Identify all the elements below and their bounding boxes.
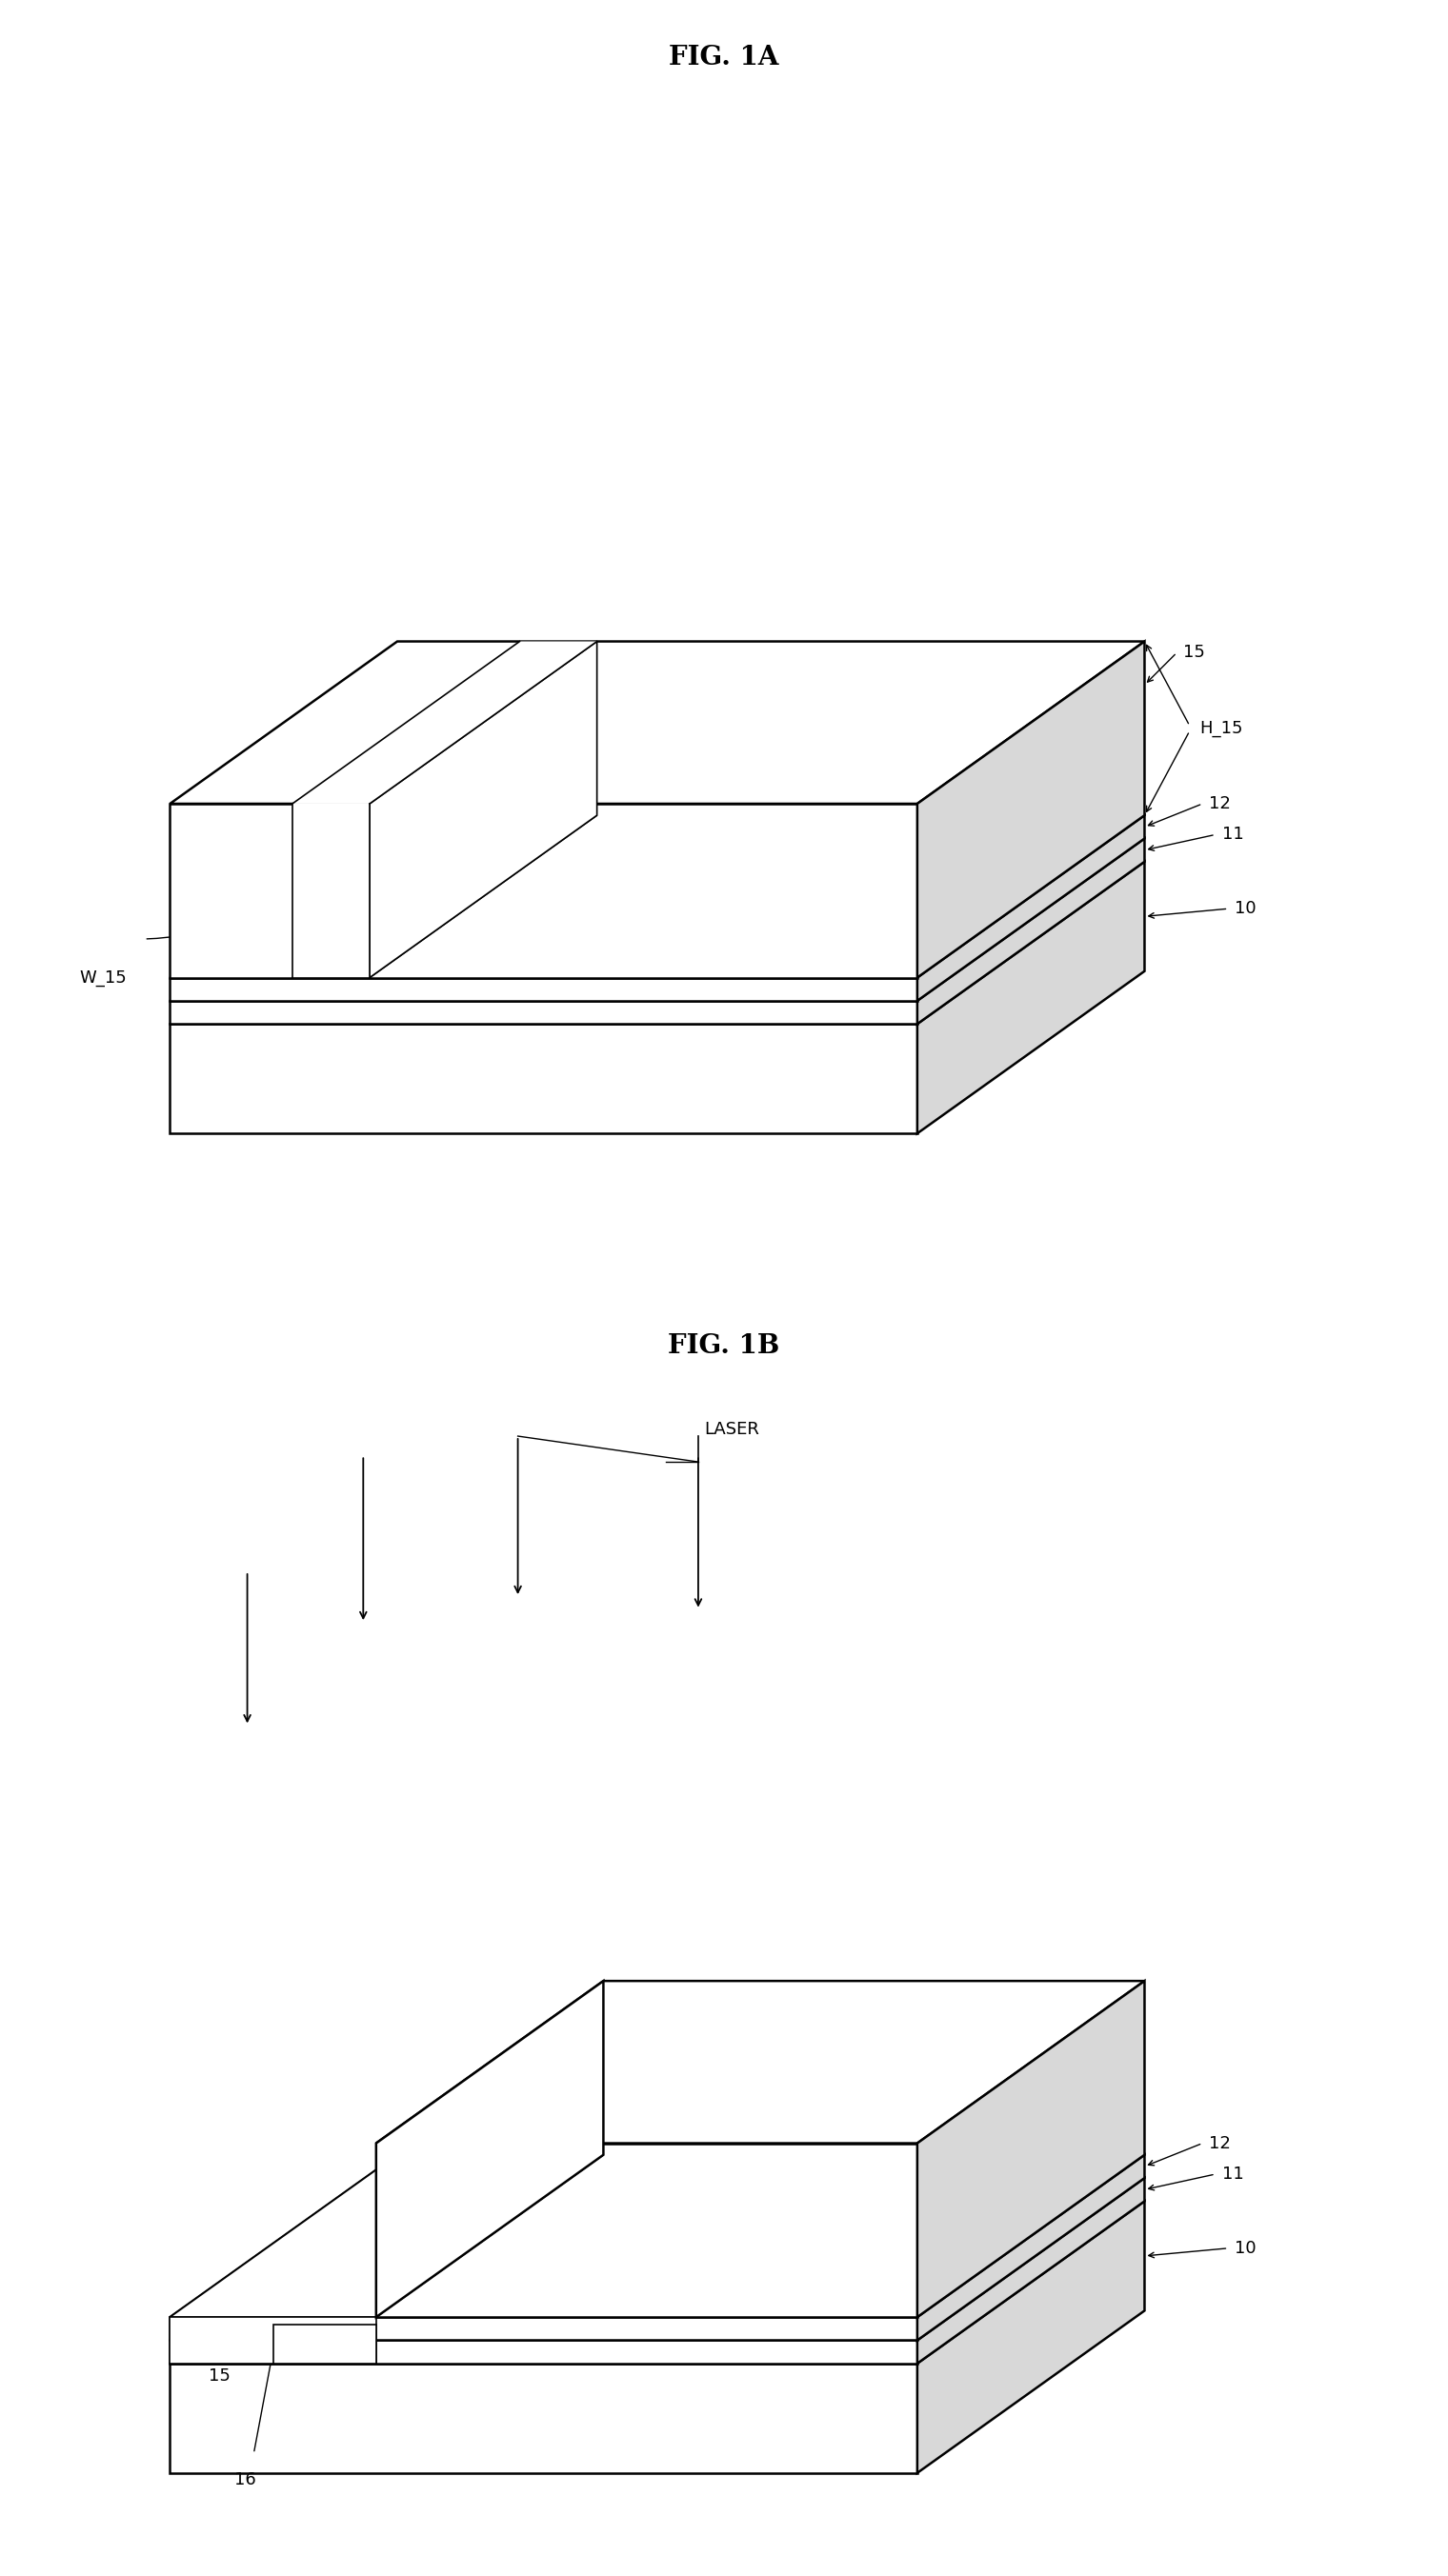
Polygon shape <box>376 1981 1144 2143</box>
Polygon shape <box>292 804 369 976</box>
Polygon shape <box>169 840 1144 999</box>
Polygon shape <box>917 2200 1144 2473</box>
Polygon shape <box>169 641 1144 804</box>
Polygon shape <box>169 1023 917 1133</box>
Polygon shape <box>917 814 1144 999</box>
Text: H_15: H_15 <box>1200 719 1244 737</box>
Polygon shape <box>376 2143 917 2318</box>
Polygon shape <box>169 2154 604 2318</box>
Polygon shape <box>169 804 917 976</box>
Text: 12: 12 <box>1209 796 1231 811</box>
Polygon shape <box>169 999 917 1023</box>
Polygon shape <box>169 976 917 999</box>
Polygon shape <box>169 2318 376 2365</box>
Polygon shape <box>376 1981 604 2318</box>
Polygon shape <box>169 2200 1144 2365</box>
Polygon shape <box>292 641 597 804</box>
Polygon shape <box>369 641 597 976</box>
Polygon shape <box>274 2324 376 2365</box>
Polygon shape <box>917 840 1144 1023</box>
Polygon shape <box>169 2339 917 2365</box>
Polygon shape <box>917 2154 1144 2339</box>
Polygon shape <box>169 814 1144 976</box>
Text: LASER: LASER <box>705 1422 760 1437</box>
Text: 11: 11 <box>1222 2166 1244 2182</box>
Polygon shape <box>917 641 1144 976</box>
Text: 11: 11 <box>1222 827 1244 842</box>
Text: W_15: W_15 <box>80 969 127 987</box>
Polygon shape <box>169 2365 917 2473</box>
Polygon shape <box>917 2179 1144 2365</box>
Polygon shape <box>169 2179 1144 2339</box>
Polygon shape <box>917 1981 1144 2318</box>
Polygon shape <box>292 814 597 976</box>
Text: 16: 16 <box>235 2470 256 2488</box>
Polygon shape <box>169 2154 1144 2318</box>
Text: 15: 15 <box>209 2367 230 2385</box>
Polygon shape <box>917 860 1144 1133</box>
Text: H_15: H_15 <box>414 881 455 899</box>
Text: 10: 10 <box>1235 2239 1257 2257</box>
Text: 10: 10 <box>1235 899 1257 917</box>
Text: FIG. 1B: FIG. 1B <box>668 1334 780 1358</box>
Text: FIG. 1A: FIG. 1A <box>669 46 779 70</box>
Text: 12: 12 <box>1209 2136 1231 2151</box>
Polygon shape <box>169 2318 917 2339</box>
Polygon shape <box>169 860 1144 1023</box>
Text: 15: 15 <box>1183 644 1205 662</box>
